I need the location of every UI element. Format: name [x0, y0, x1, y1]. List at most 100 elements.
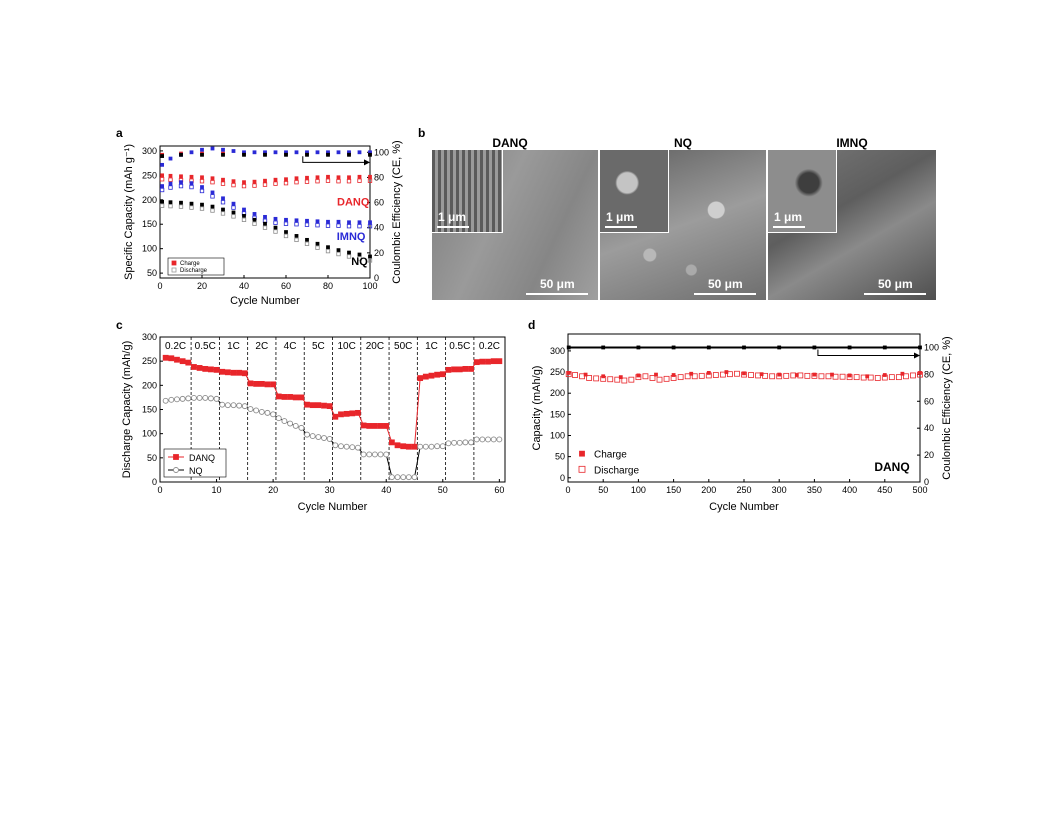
data-point-nq — [169, 397, 174, 402]
data-point-discharge-nq — [305, 242, 309, 246]
data-point-discharge-danq — [284, 181, 288, 185]
data-point-charge-imnq — [327, 220, 330, 223]
data-point-discharge-danq — [274, 182, 278, 186]
x-tick-label: 100 — [631, 485, 646, 495]
data-point-charge-danq — [274, 178, 277, 181]
data-point-charge-danq — [169, 174, 172, 177]
data-point-danq — [378, 423, 383, 428]
data-point-discharge — [805, 373, 810, 378]
x-tick-label: 400 — [842, 485, 857, 495]
x-axis-label: Cycle Number — [298, 501, 368, 513]
data-point-ce — [567, 346, 570, 349]
data-point-nq — [180, 396, 185, 401]
data-point-nq — [418, 444, 423, 449]
panel-label-d: d — [528, 318, 535, 332]
data-point-discharge-nq — [368, 259, 372, 263]
data-point-discharge-imnq — [221, 200, 225, 204]
data-point-ce-imnq — [316, 151, 319, 154]
data-point-discharge — [903, 374, 908, 379]
data-point-nq — [384, 452, 389, 457]
data-point-ce-imnq — [327, 151, 330, 154]
data-point-danq — [446, 367, 451, 372]
main-scale-bar — [864, 293, 926, 295]
y-tick-label: 50 — [147, 453, 157, 463]
data-point-discharge-imnq — [326, 224, 330, 228]
y-tick-label: 0 — [152, 477, 157, 487]
data-point-discharge — [756, 373, 761, 378]
data-point-danq — [412, 444, 417, 449]
y-tick-label: 300 — [142, 332, 157, 342]
data-point-nq — [344, 444, 349, 449]
data-point-danq — [259, 381, 264, 386]
data-point-danq — [276, 394, 281, 399]
data-point-discharge-imnq — [253, 216, 257, 220]
data-point-charge-imnq — [211, 191, 214, 194]
data-point-discharge-nq — [190, 206, 194, 210]
data-point-charge-imnq — [358, 221, 361, 224]
data-point-nq — [350, 445, 355, 450]
data-point-discharge — [699, 373, 704, 378]
data-point-charge-nq — [369, 255, 372, 258]
data-point-discharge-danq — [200, 179, 204, 183]
x-axis-label: Cycle Number — [709, 501, 779, 513]
data-point-danq — [271, 382, 276, 387]
data-point-ce — [672, 346, 675, 349]
data-point-discharge-nq — [253, 222, 257, 226]
data-point-ce-imnq — [348, 151, 351, 154]
data-point-danq — [327, 404, 332, 409]
x-tick-label: 40 — [239, 281, 249, 291]
data-point-nq — [435, 444, 440, 449]
data-point-ce — [848, 346, 851, 349]
data-point-discharge — [566, 372, 571, 377]
data-point-ce — [602, 346, 605, 349]
data-point-discharge-imnq — [160, 188, 164, 192]
data-point-charge-imnq — [180, 181, 183, 184]
data-point-nq — [452, 440, 457, 445]
data-point-danq — [491, 359, 496, 364]
data-point-charge — [707, 371, 710, 374]
data-point-discharge-imnq — [263, 219, 267, 223]
data-point-discharge — [706, 373, 711, 378]
legend-box-a — [168, 258, 224, 275]
data-point-discharge-danq — [253, 184, 257, 188]
y-tick-label: 100 — [142, 244, 157, 254]
main-scale-bar — [694, 293, 756, 295]
data-point-discharge-danq — [190, 179, 194, 183]
data-point-discharge — [727, 372, 732, 377]
data-point-ce-imnq — [358, 151, 361, 154]
legend-label-discharge: Discharge — [594, 465, 639, 476]
data-point-discharge-danq — [347, 179, 351, 183]
data-point-charge-imnq — [222, 197, 225, 200]
data-point-nq — [401, 475, 406, 480]
data-point-ce — [743, 346, 746, 349]
y-axis-label: Discharge Capacity (mAh/g) — [121, 341, 133, 479]
data-point-ce-imnq — [285, 151, 288, 154]
data-point-nq — [322, 436, 327, 441]
data-point-danq — [463, 366, 468, 371]
data-point-discharge-imnq — [316, 223, 320, 227]
data-point-ce-imnq — [232, 150, 235, 153]
data-point-danq — [282, 394, 287, 399]
data-point-discharge-imnq — [358, 224, 362, 228]
data-point-discharge-danq — [160, 177, 164, 181]
data-point-charge-imnq — [348, 221, 351, 224]
data-point-ce-imnq — [369, 151, 372, 154]
data-point-danq — [480, 359, 485, 364]
data-point-charge-danq — [253, 180, 256, 183]
data-point-nq — [288, 421, 293, 426]
data-point-discharge — [847, 375, 852, 380]
data-point-discharge — [777, 374, 782, 379]
series-line-nq — [166, 398, 500, 477]
data-point-discharge — [910, 373, 915, 378]
data-point-discharge-imnq — [305, 223, 309, 227]
data-point-charge-imnq — [316, 220, 319, 223]
data-point-ce-danq — [285, 152, 288, 155]
x-tick-label: 60 — [281, 281, 291, 291]
y-tick-label: 150 — [142, 219, 157, 229]
data-point-nq — [372, 452, 377, 457]
y2-axis-label: Coulombic Efficiency (CE, %) — [391, 140, 403, 283]
y2-tick-label: 80 — [374, 172, 384, 182]
legend-label-danq: DANQ — [189, 453, 215, 463]
inset-scale-label: 1 μm — [606, 210, 634, 224]
y2-tick-label: 0 — [924, 477, 929, 487]
